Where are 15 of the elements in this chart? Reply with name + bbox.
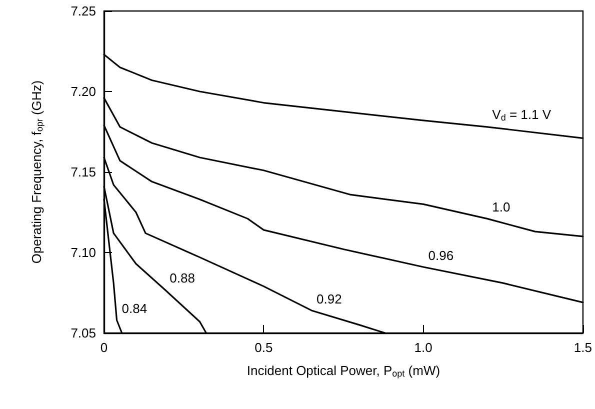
y-tick-label: 7.20 <box>70 84 96 99</box>
x-tick-label: 1.5 <box>574 340 592 355</box>
annotation: 1.0 <box>492 200 510 215</box>
y-tick-label: 7.05 <box>70 326 96 340</box>
annotation: 0.88 <box>170 270 195 286</box>
y-tick-label: 7.15 <box>70 164 96 180</box>
annotation: 0.96 <box>428 248 454 263</box>
x-tick-label: 1.0 <box>414 340 432 355</box>
y-tick-label: 7.10 <box>70 245 96 260</box>
x-tick-label: 0 <box>100 340 108 355</box>
x-tick-label: 0.5 <box>254 340 273 355</box>
annotation: 0.92 <box>316 291 342 306</box>
annotation: 0.84 <box>122 301 148 316</box>
y-tick-label: 7.25 <box>70 4 96 18</box>
y-axis-title: Operating Frequency, fopr (GHz) <box>29 80 44 264</box>
